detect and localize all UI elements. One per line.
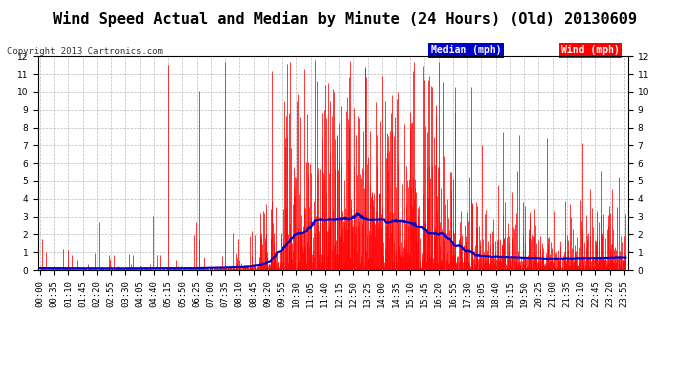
Text: Wind Speed Actual and Median by Minute (24 Hours) (Old) 20130609: Wind Speed Actual and Median by Minute (… [53, 11, 637, 27]
Text: Median (mph): Median (mph) [431, 45, 501, 56]
Text: Copyright 2013 Cartronics.com: Copyright 2013 Cartronics.com [7, 47, 163, 56]
Text: Wind (mph): Wind (mph) [561, 45, 620, 56]
